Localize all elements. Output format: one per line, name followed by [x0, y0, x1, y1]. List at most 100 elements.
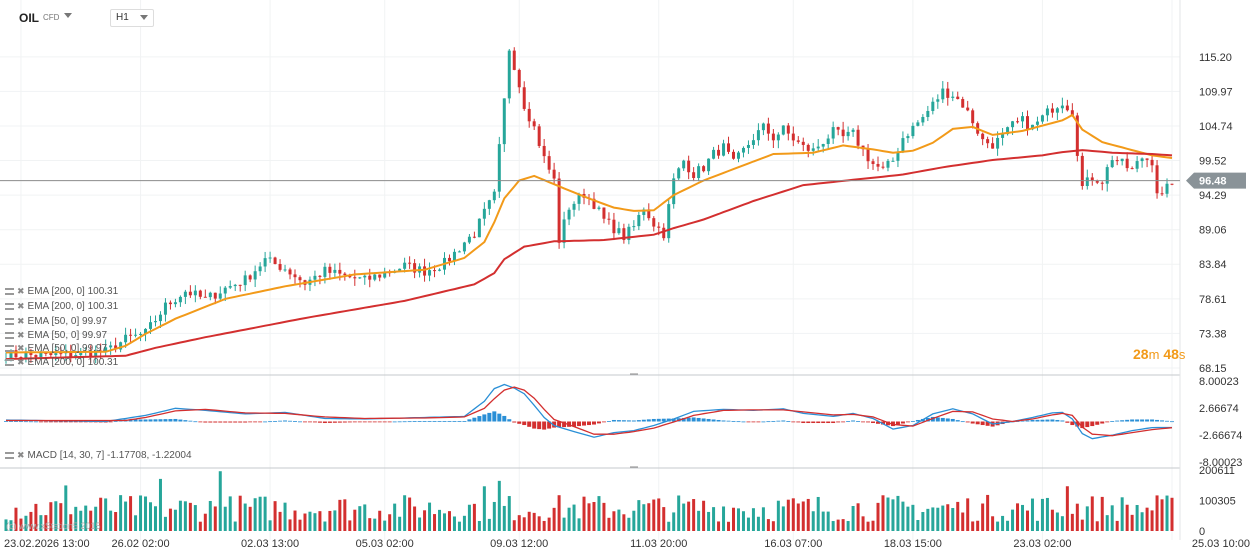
macd-histogram-bar: [1085, 421, 1090, 428]
macd-histogram-bar: [512, 421, 517, 423]
close-icon[interactable]: ✖: [17, 301, 25, 311]
macd-legend[interactable]: ✖ MACD [14, 30, 7] -1.17708, -1.22004: [5, 450, 192, 461]
volume-bar: [144, 496, 148, 531]
settings-icon[interactable]: [5, 358, 14, 366]
symbol-label[interactable]: OIL: [19, 11, 39, 25]
macd-histogram-bar: [831, 421, 836, 424]
volume-bar: [383, 520, 387, 531]
macd-histogram-bar: [487, 412, 492, 422]
macd-histogram-bar: [387, 421, 392, 423]
macd-histogram-bar: [711, 419, 716, 422]
candle-body: [612, 219, 616, 234]
macd-histogram-bar: [148, 419, 153, 422]
close-icon[interactable]: ✖: [17, 357, 25, 367]
volume-bar: [1140, 512, 1144, 531]
volume-bar: [886, 497, 890, 531]
volume-bar: [572, 504, 576, 531]
candle-body: [94, 350, 98, 358]
volume-bar: [403, 495, 407, 531]
candle-body: [368, 275, 372, 280]
y-axis-labels: 115.20 109.97 104.74 99.52 94.29 89.06 83.84 78…: [1199, 52, 1242, 538]
macd-histogram-bar: [1040, 419, 1045, 422]
candle-body: [487, 200, 491, 209]
indicator-legend[interactable]: ✖ EMA [200, 0] 100.31: [5, 301, 118, 312]
macd-histogram-bar: [382, 421, 387, 423]
macd-histogram-bar: [352, 421, 357, 423]
volume-bar: [712, 507, 716, 531]
settings-icon[interactable]: [5, 317, 14, 325]
macd-histogram-bar: [885, 421, 890, 426]
timeframe-select[interactable]: H1: [110, 9, 154, 27]
candle-body: [672, 178, 676, 205]
macd-histogram-bar: [552, 421, 557, 428]
volume-bar: [119, 495, 123, 531]
volume-bar: [1025, 510, 1029, 531]
candle-body: [956, 96, 960, 100]
macd-histogram-bar: [452, 420, 457, 422]
settings-icon[interactable]: [5, 331, 14, 339]
legend-text: EMA [200, 0] 100.31: [27, 357, 119, 368]
settings-icon[interactable]: [5, 451, 14, 459]
macd-histogram-bar: [472, 417, 477, 422]
timer-seconds-unit: s: [1178, 347, 1186, 362]
candle-body: [732, 151, 736, 159]
indicator-legend[interactable]: ✖ EMA [50, 0] 99.97: [5, 330, 107, 341]
indicator-legend[interactable]: ✖ EMA [200, 0] 100.31: [5, 357, 118, 368]
macd-histogram-bar: [138, 419, 143, 422]
volume-bar: [1160, 499, 1164, 531]
volume-bar: [946, 504, 950, 531]
macd-histogram-bar: [377, 421, 382, 423]
volume-bar: [981, 503, 985, 531]
macd-histogram-bar: [432, 420, 437, 422]
macd-histogram-bar: [965, 421, 970, 423]
macd-histogram-bar: [1020, 420, 1025, 422]
volume-bar: [522, 517, 526, 531]
indicator-legend[interactable]: ✖ EMA [50, 0] 99.97: [5, 316, 107, 327]
macd-histogram-bar: [48, 421, 53, 423]
candle-body: [134, 334, 138, 336]
macd-histogram-bar: [312, 421, 317, 423]
settings-icon[interactable]: [5, 287, 14, 295]
volume-bar: [1045, 497, 1049, 531]
indicator-legend[interactable]: ✖ EMA [200, 0] 100.31: [5, 286, 118, 297]
close-icon[interactable]: ✖: [17, 286, 25, 296]
candle-body: [527, 108, 531, 122]
macd-histogram-bar: [1145, 419, 1150, 422]
candle-body: [751, 140, 755, 145]
volume-bar: [931, 507, 935, 531]
settings-icon[interactable]: [5, 344, 14, 352]
volume-bar: [996, 521, 1000, 531]
indicator-legend[interactable]: ✖ EMA [50, 0] 99.97: [5, 343, 107, 354]
volume-bar: [961, 512, 965, 531]
volume-bar: [238, 495, 242, 531]
macd-histogram-bar: [507, 419, 512, 422]
volume-bar: [1090, 496, 1094, 531]
macd-histogram-bar: [198, 421, 203, 423]
candle-body: [298, 277, 302, 281]
chevron-down-icon[interactable]: [64, 13, 72, 18]
candle-body: [1040, 115, 1044, 122]
volume-bar: [482, 486, 486, 531]
macd-histogram-bar: [537, 421, 542, 430]
volume-bar: [442, 513, 446, 531]
candle-body: [562, 219, 566, 243]
candle-body: [946, 88, 950, 98]
close-icon[interactable]: ✖: [17, 330, 25, 340]
candle-body: [1120, 158, 1124, 162]
close-icon[interactable]: ✖: [17, 450, 25, 460]
close-icon[interactable]: ✖: [17, 316, 25, 326]
macd-histogram-bar: [243, 421, 248, 423]
volume-bar: [1070, 513, 1074, 531]
volume-bar: [163, 516, 167, 531]
volume-bar: [14, 507, 18, 531]
volume-bar: [1125, 504, 1129, 531]
settings-icon[interactable]: [5, 302, 14, 310]
candle-body: [1170, 183, 1174, 185]
volume-bar: [866, 521, 870, 531]
macd-histogram-bar: [437, 420, 442, 422]
close-icon[interactable]: ✖: [17, 343, 25, 353]
macd-histogram-bar: [621, 420, 626, 422]
macd-histogram-bar: [447, 420, 452, 422]
candle-body: [1065, 105, 1069, 111]
